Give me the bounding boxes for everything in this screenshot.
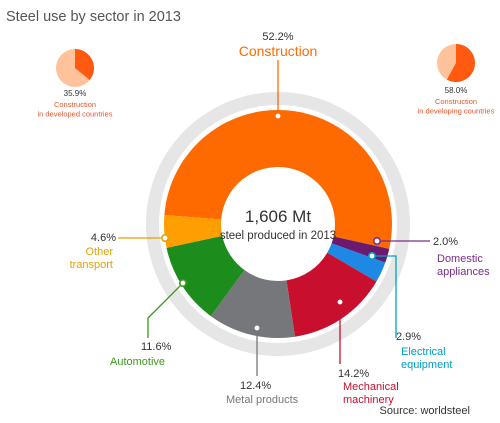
category-label-other-transport-2: transport bbox=[70, 259, 113, 271]
category-label-metal-products: Metal products bbox=[226, 394, 299, 406]
category-label-construction: Construction bbox=[239, 43, 318, 59]
value-label-domestic-appliances: 2.0% bbox=[433, 236, 458, 248]
value-label-electrical-equipment: 2.9% bbox=[396, 331, 421, 343]
source-note: Source: worldsteel bbox=[380, 405, 471, 417]
inset-value-right: 58.0% bbox=[445, 86, 468, 95]
slice-electrical-equipment bbox=[327, 243, 386, 282]
inset-pie-right-share bbox=[446, 44, 475, 82]
slice-automotive bbox=[166, 235, 245, 317]
category-label-other-transport: Other bbox=[85, 246, 113, 258]
leader-automotive bbox=[147, 282, 184, 338]
value-label-metal-products: 12.4% bbox=[240, 380, 271, 392]
category-label-domestic-appliances: Domestic bbox=[437, 253, 483, 265]
inset-label-left-2: in developed countries bbox=[37, 110, 112, 119]
marker-metal-products bbox=[253, 323, 262, 332]
marker-domestic-appliances bbox=[372, 237, 381, 246]
marker-other-transport bbox=[161, 234, 170, 243]
value-label-automotive: 11.6% bbox=[141, 341, 172, 353]
leader-electrical-equipment bbox=[372, 255, 397, 338]
inset-pie-left-share bbox=[75, 49, 94, 81]
inset-label-right: Construction bbox=[435, 97, 477, 106]
slice-other-transport bbox=[164, 215, 223, 248]
value-label-mechanical-machinery: 14.2% bbox=[338, 368, 369, 380]
center-label: steel produced in 2013 bbox=[220, 230, 336, 242]
chart-title: Steel use by sector in 2013 bbox=[6, 9, 181, 25]
inset-label-right-2: in developing countries bbox=[418, 107, 495, 116]
marker-mechanical-machinery bbox=[335, 297, 344, 306]
category-label-domestic-appliances-2: appliances bbox=[437, 266, 490, 278]
marker-electrical-equipment bbox=[367, 252, 376, 261]
value-label-other-transport: 4.6% bbox=[91, 232, 116, 244]
inset-value-left: 35.9% bbox=[64, 89, 87, 98]
category-label-automotive: Automotive bbox=[110, 356, 165, 368]
category-label-electrical-equipment-2: equipment bbox=[401, 359, 452, 371]
marker-automotive bbox=[179, 278, 188, 287]
inset-label-left: Construction bbox=[54, 100, 96, 109]
category-label-electrical-equipment: Electrical bbox=[401, 346, 446, 358]
slice-mechanical-machinery bbox=[286, 252, 377, 337]
category-label-mechanical-machinery-2: machinery bbox=[343, 394, 394, 406]
slice-construction bbox=[164, 110, 392, 249]
marker-construction bbox=[273, 112, 282, 121]
slice-metal-products bbox=[210, 270, 295, 338]
center-value: 1,606 Mt bbox=[245, 207, 311, 226]
category-label-mechanical-machinery: Mechanical bbox=[343, 381, 399, 393]
value-label-construction: 52.2% bbox=[262, 31, 293, 43]
